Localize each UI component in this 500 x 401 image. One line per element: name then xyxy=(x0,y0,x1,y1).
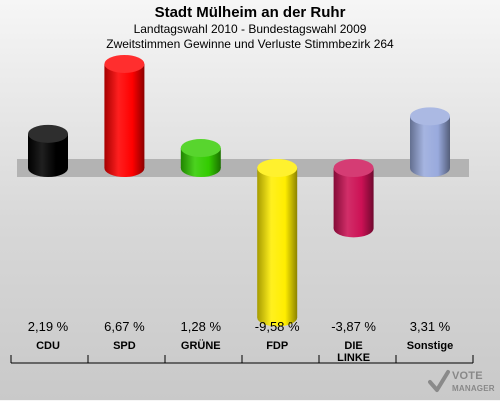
baseline-band xyxy=(17,159,469,177)
value-label: -3,87 % xyxy=(331,319,376,334)
bar-fdp xyxy=(257,159,298,327)
category-label: FDP xyxy=(266,340,288,352)
category-label: DIE xyxy=(344,340,362,352)
category-label: SPD xyxy=(113,340,136,352)
category-label: GRÜNE xyxy=(181,339,221,352)
bar-cdu xyxy=(28,124,68,177)
vote-check-icon xyxy=(428,370,450,392)
value-label: 6,67 % xyxy=(104,319,145,334)
bar-spd xyxy=(104,54,145,177)
category-axis xyxy=(10,355,474,364)
bar-die-linke xyxy=(333,159,374,238)
chart-header: Stadt Mülheim an der Ruhr Landtagswahl 2… xyxy=(0,0,500,52)
chart-title: Stadt Mülheim an der Ruhr xyxy=(154,4,346,21)
category-label: CDU xyxy=(36,340,60,352)
value-label: -9,58 % xyxy=(255,319,300,334)
bar-sonstige xyxy=(410,107,450,177)
value-label: 2,19 % xyxy=(28,319,69,334)
vote-manager-logo: VOTE MANAGER xyxy=(428,368,498,398)
chart-subtitle-1: Landtagswahl 2010 - Bundestagswahl 2009 xyxy=(133,22,367,36)
chart-subtitle-2: Zweitstimmen Gewinne und Verluste Stimmb… xyxy=(106,37,394,51)
logo-line-1: VOTE xyxy=(452,370,483,382)
value-label: 3,31 % xyxy=(410,319,451,334)
bar-grüne xyxy=(180,139,221,177)
category-label: Sonstige xyxy=(407,340,453,352)
category-label: LINKE xyxy=(337,352,370,364)
logo-line-2: MANAGER xyxy=(452,384,495,393)
value-label: 1,28 % xyxy=(181,319,222,334)
